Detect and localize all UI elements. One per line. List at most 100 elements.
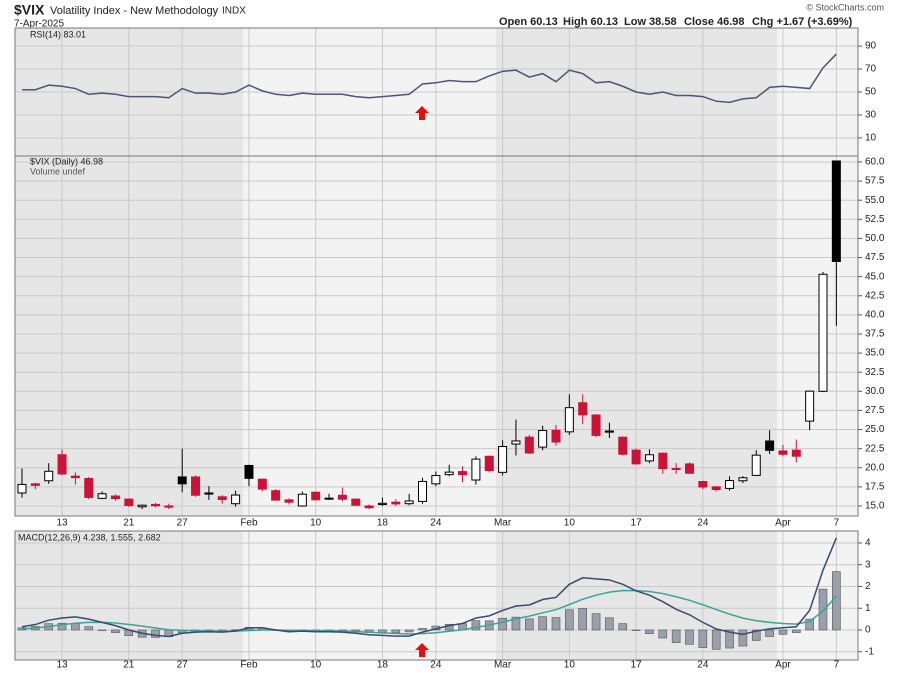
candle-body xyxy=(471,458,481,481)
candle-body xyxy=(551,429,561,443)
candle-body xyxy=(164,505,174,508)
y-tick-label: 27.5 xyxy=(865,405,885,416)
candle-body xyxy=(110,495,120,500)
candle-body xyxy=(57,454,67,475)
quote-high: High 60.13 xyxy=(563,16,618,28)
histogram-bar xyxy=(511,616,521,631)
histogram-bar xyxy=(645,629,654,634)
candle-body xyxy=(498,446,508,473)
histogram-bar xyxy=(551,617,561,631)
candle-body xyxy=(404,500,414,505)
y-tick-label: 70 xyxy=(865,64,877,75)
y-tick-label: 3 xyxy=(865,559,871,570)
quote-open: Open 60.13 xyxy=(499,16,558,28)
candle-body xyxy=(644,454,654,462)
candle-body xyxy=(177,476,187,485)
x-tick-label: 24 xyxy=(697,660,709,671)
histogram-bar xyxy=(97,629,107,631)
x-tick-label: 7 xyxy=(834,660,840,671)
x-tick-label: 13 xyxy=(56,660,68,671)
y-tick-label: 4 xyxy=(865,538,871,549)
x-tick-label: 18 xyxy=(377,660,389,671)
x-tick-label: Mar xyxy=(494,660,512,671)
index-name: Volatility Index - New Methodology xyxy=(50,5,219,17)
candle-body xyxy=(698,481,708,488)
candle-body xyxy=(30,483,40,486)
candle-body xyxy=(391,501,401,505)
histogram-bar xyxy=(725,629,734,649)
candle-body xyxy=(538,430,548,448)
histogram-bar xyxy=(84,626,94,631)
y-tick-label: 57.5 xyxy=(865,176,885,187)
y-tick-label: 40.0 xyxy=(865,310,885,321)
candle-body xyxy=(84,477,94,498)
candle-body xyxy=(44,470,54,482)
histogram-bar xyxy=(524,618,534,631)
candle-body xyxy=(284,499,294,503)
y-tick-label: 25.0 xyxy=(865,424,885,435)
histogram-bar xyxy=(805,618,814,631)
symbol: $VIX xyxy=(14,2,45,18)
histogram-bar xyxy=(605,617,614,631)
volume-legend: Volume undef xyxy=(30,166,86,176)
y-tick-label: 0 xyxy=(865,625,871,636)
y-tick-label: 17.5 xyxy=(865,482,885,493)
y-tick-label: 52.5 xyxy=(865,214,885,225)
candle-body xyxy=(151,503,160,507)
candle-body xyxy=(17,483,27,494)
quote-change: Chg +1.67 (+3.69%) xyxy=(752,16,853,28)
histogram-bar xyxy=(631,629,641,631)
candle-body xyxy=(524,436,534,454)
candle-body xyxy=(271,490,281,501)
panel-border xyxy=(14,155,859,517)
histogram-bar xyxy=(538,616,547,631)
rsi-line xyxy=(22,53,837,104)
x-tick-label: 17 xyxy=(631,660,643,671)
y-tick-label: 90 xyxy=(865,41,877,52)
y-tick-label: 32.5 xyxy=(865,367,885,378)
candle-body xyxy=(805,390,815,422)
candle-body xyxy=(564,407,574,433)
y-tick-label: 55.0 xyxy=(865,195,885,206)
y-tick-label: 2 xyxy=(865,581,871,592)
candle-body xyxy=(591,414,601,436)
y-tick-label: 22.5 xyxy=(865,443,885,454)
y-tick-label: 60.0 xyxy=(865,157,885,168)
macd-legend: MACD(12,26,9) 4.238, 1.555, 2.682 xyxy=(18,532,161,542)
histogram-bar xyxy=(578,608,588,631)
histogram-bar xyxy=(778,629,788,635)
candle-body xyxy=(217,496,227,501)
histogram-bar xyxy=(618,623,628,631)
signal-line xyxy=(21,589,837,635)
candle-body xyxy=(631,449,641,465)
panel-border xyxy=(14,530,859,661)
histogram-bar xyxy=(791,629,801,633)
candle-body xyxy=(738,477,748,482)
candle-body xyxy=(231,494,241,505)
candle-body xyxy=(70,475,80,479)
date: 7-Apr-2025 xyxy=(14,19,64,30)
x-tick-label: 10 xyxy=(310,660,322,671)
x-tick-label: 21 xyxy=(123,660,135,671)
histogram-bar xyxy=(685,629,694,645)
x-tick-label: Apr xyxy=(775,518,791,529)
candle-body xyxy=(311,491,321,501)
histogram-bar xyxy=(391,629,401,633)
macd-line xyxy=(21,537,838,638)
histogram-bar xyxy=(565,609,574,631)
candle-body xyxy=(444,471,454,476)
y-tick-label: 35.0 xyxy=(865,348,885,359)
x-tick-label: 13 xyxy=(56,518,68,529)
candle-body xyxy=(778,450,788,455)
candle-body xyxy=(257,478,267,490)
candle-body xyxy=(484,455,494,472)
candle-body xyxy=(351,498,361,506)
histogram-bar xyxy=(658,629,668,639)
candle-body xyxy=(244,464,254,479)
candle-body xyxy=(618,436,628,455)
candle-body xyxy=(458,471,468,476)
histogram-bar xyxy=(471,620,481,631)
candle-body xyxy=(297,493,307,507)
candle-body xyxy=(324,497,334,500)
